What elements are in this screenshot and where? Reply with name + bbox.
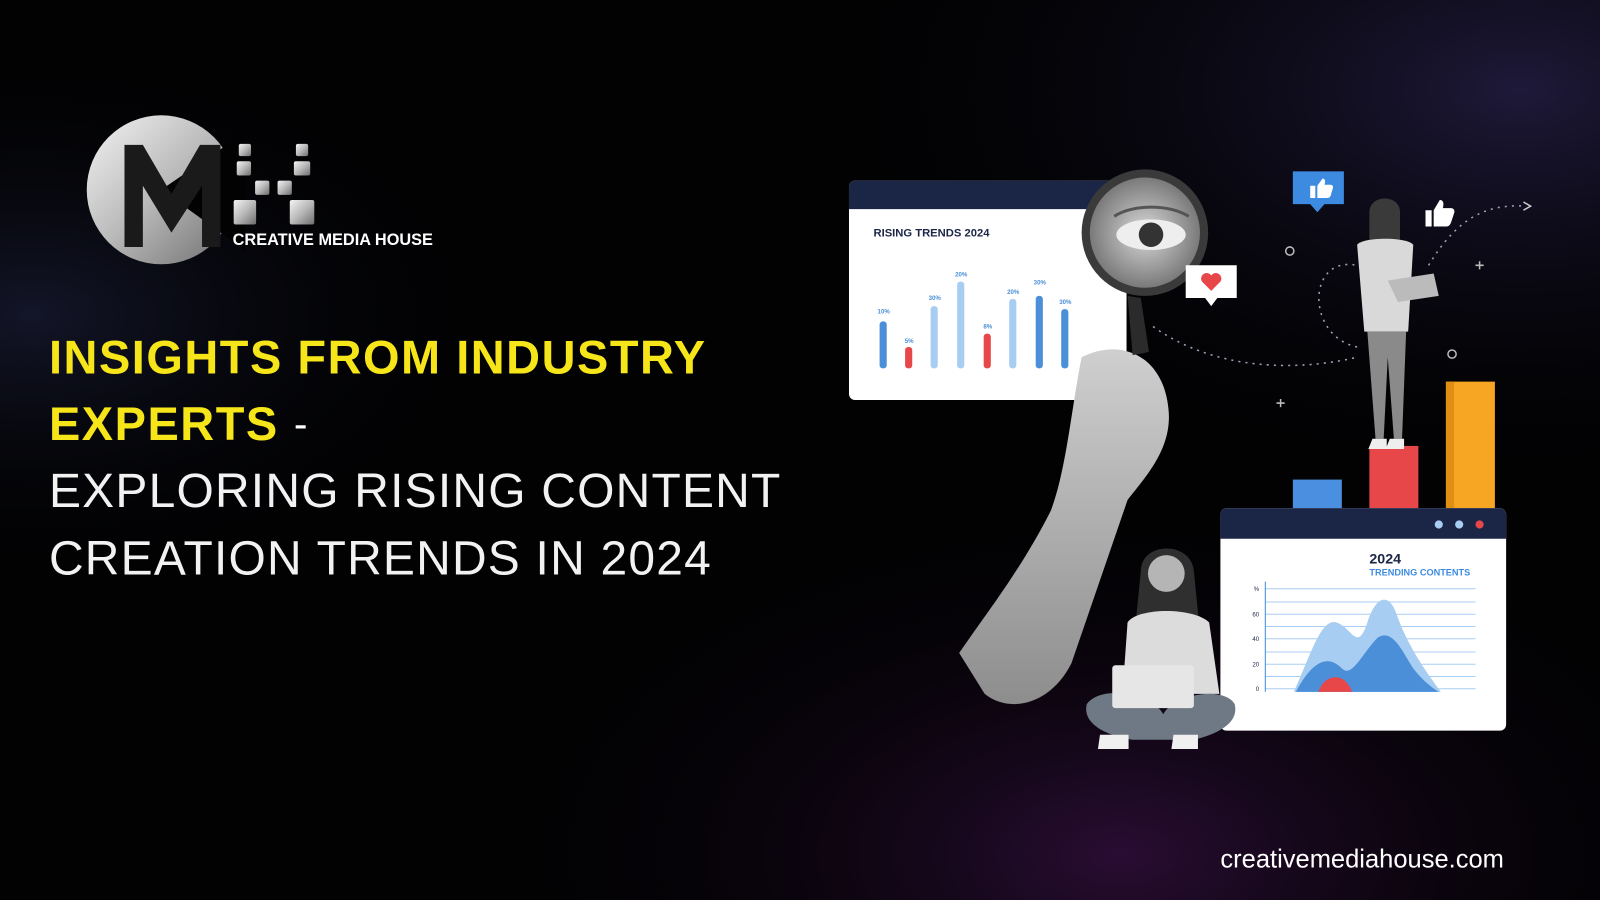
card-body — [848, 180, 1127, 400]
decoration — [905, 346, 913, 369]
bar-label: 5% — [905, 338, 914, 345]
decoration — [1427, 205, 1526, 266]
headline-line: EXPLORING RISING CONTENT — [49, 465, 782, 518]
decoration — [1201, 273, 1222, 291]
magnifier-arm — [959, 169, 1209, 705]
logo-m — [124, 144, 221, 247]
decoration — [1357, 238, 1414, 332]
headline-highlight: INSIGHTS FROM INDUSTRY — [49, 331, 707, 383]
bar-label: 10% — [878, 308, 891, 315]
mini-bar-labels: 10% 5% 30% 20% 8% 20% 30% 30% — [878, 272, 1072, 345]
decoration — [1369, 198, 1400, 240]
decoration — [983, 333, 991, 369]
decoration — [1292, 479, 1342, 511]
logo-pixels — [233, 143, 315, 225]
magnifier-handle — [1127, 295, 1149, 356]
card-body — [1220, 508, 1507, 731]
decoration — [277, 180, 292, 195]
card-title: RISING TRENDS 2024 — [873, 228, 990, 240]
area-front — [1318, 677, 1353, 692]
card-year: 2024 — [1369, 551, 1401, 567]
axis-label: 60 — [1252, 611, 1259, 618]
decoration — [930, 306, 938, 369]
headline-separator: - — [294, 401, 308, 447]
headline-line: CREATION TRENDS IN 2024 — [49, 532, 712, 585]
eyebrow — [1113, 205, 1190, 218]
window-dot — [1434, 520, 1443, 529]
card-header — [848, 180, 1127, 210]
bar-label: 30% — [929, 295, 942, 302]
logo: CREATIVE MEDIA HOUSE — [86, 115, 433, 265]
trend-card: RISING TRENDS 2024 10% 5% 30% 20% 8% 20%… — [848, 180, 1127, 400]
decoration — [1147, 555, 1185, 592]
bar-label: 30% — [1059, 299, 1072, 306]
axis-labels: % 60 40 20 0 — [1252, 586, 1259, 693]
mini-bars — [879, 281, 1069, 369]
eye-iris — [1138, 222, 1164, 247]
decoration — [1367, 331, 1407, 439]
like-badge — [1292, 171, 1344, 213]
decoration — [1009, 298, 1017, 369]
decoration — [238, 143, 252, 157]
decoration — [1276, 398, 1285, 408]
axis-label: 40 — [1252, 636, 1259, 643]
sparkles — [1276, 246, 1484, 408]
dotted-paths — [1152, 205, 1526, 367]
thumbs-up — [1425, 200, 1455, 227]
decoration — [233, 200, 257, 225]
bar-label: 8% — [983, 324, 992, 331]
window-dot — [1475, 520, 1484, 529]
axis-label: 0 — [1256, 686, 1260, 693]
decoration — [1445, 381, 1455, 511]
axis-label: 20 — [1252, 661, 1259, 668]
podium-bars — [1292, 381, 1495, 511]
decoration — [1369, 445, 1419, 511]
arm — [959, 349, 1169, 705]
bar-label: 30% — [1034, 280, 1047, 287]
headline-highlight: EXPERTS — [49, 398, 279, 450]
decoration — [1387, 273, 1439, 303]
decoration — [1368, 438, 1405, 449]
website: creativemediahouse.com — [1220, 845, 1503, 873]
brand-name: CREATIVE MEDIA HOUSE — [233, 231, 433, 249]
bar-label: 20% — [1007, 289, 1020, 296]
arrow-head — [1523, 201, 1533, 211]
decoration — [957, 281, 965, 369]
sitting-person — [1086, 548, 1236, 749]
decoration — [1447, 349, 1457, 359]
decoration — [255, 180, 270, 195]
card-header — [1220, 508, 1507, 539]
decoration — [1061, 309, 1069, 369]
decoration — [293, 161, 311, 176]
decoration — [1284, 246, 1295, 256]
headline: INSIGHTS FROM INDUSTRY EXPERTS - EXPLORI… — [49, 331, 782, 585]
axis-label: % — [1254, 586, 1260, 593]
bar-label: 20% — [955, 272, 968, 279]
decoration — [236, 161, 252, 176]
decoration — [879, 321, 887, 369]
decoration — [1475, 261, 1484, 270]
heart-badge — [1185, 265, 1237, 307]
decoration — [1035, 295, 1043, 369]
trending-card: 2024 TRENDING CONTENTS % 60 40 20 0 — [1220, 508, 1507, 731]
standing-person — [1357, 198, 1439, 449]
window-dot — [1455, 520, 1464, 529]
card-subtitle: TRENDING CONTENTS — [1369, 568, 1470, 578]
decoration — [289, 200, 315, 225]
decoration — [1112, 665, 1194, 709]
decoration — [1310, 178, 1334, 198]
decoration — [295, 143, 309, 157]
area-mid — [1295, 635, 1439, 692]
